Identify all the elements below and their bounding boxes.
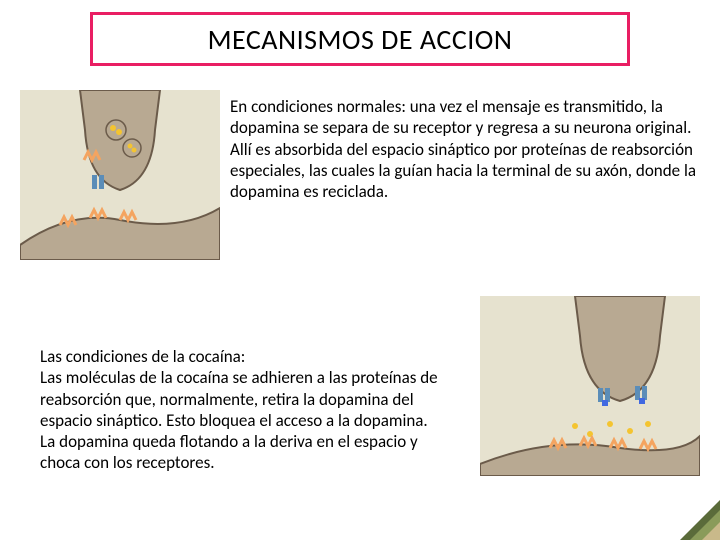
corner-accent — [660, 500, 720, 540]
page-title: MECANISMOS DE ACCION — [208, 22, 513, 57]
section-normal: En condiciones normales: una vez el mens… — [20, 90, 700, 260]
synapse-cocaine-diagram — [480, 296, 700, 476]
section-cocaine: Las condiciones de la cocaína:Las molécu… — [20, 296, 700, 476]
paragraph-cocaine: Las condiciones de la cocaína:Las molécu… — [20, 296, 450, 476]
synapse-normal-diagram — [20, 90, 220, 260]
title-box: MECANISMOS DE ACCION — [90, 12, 630, 66]
paragraph-normal: En condiciones normales: una vez el mens… — [220, 90, 700, 260]
